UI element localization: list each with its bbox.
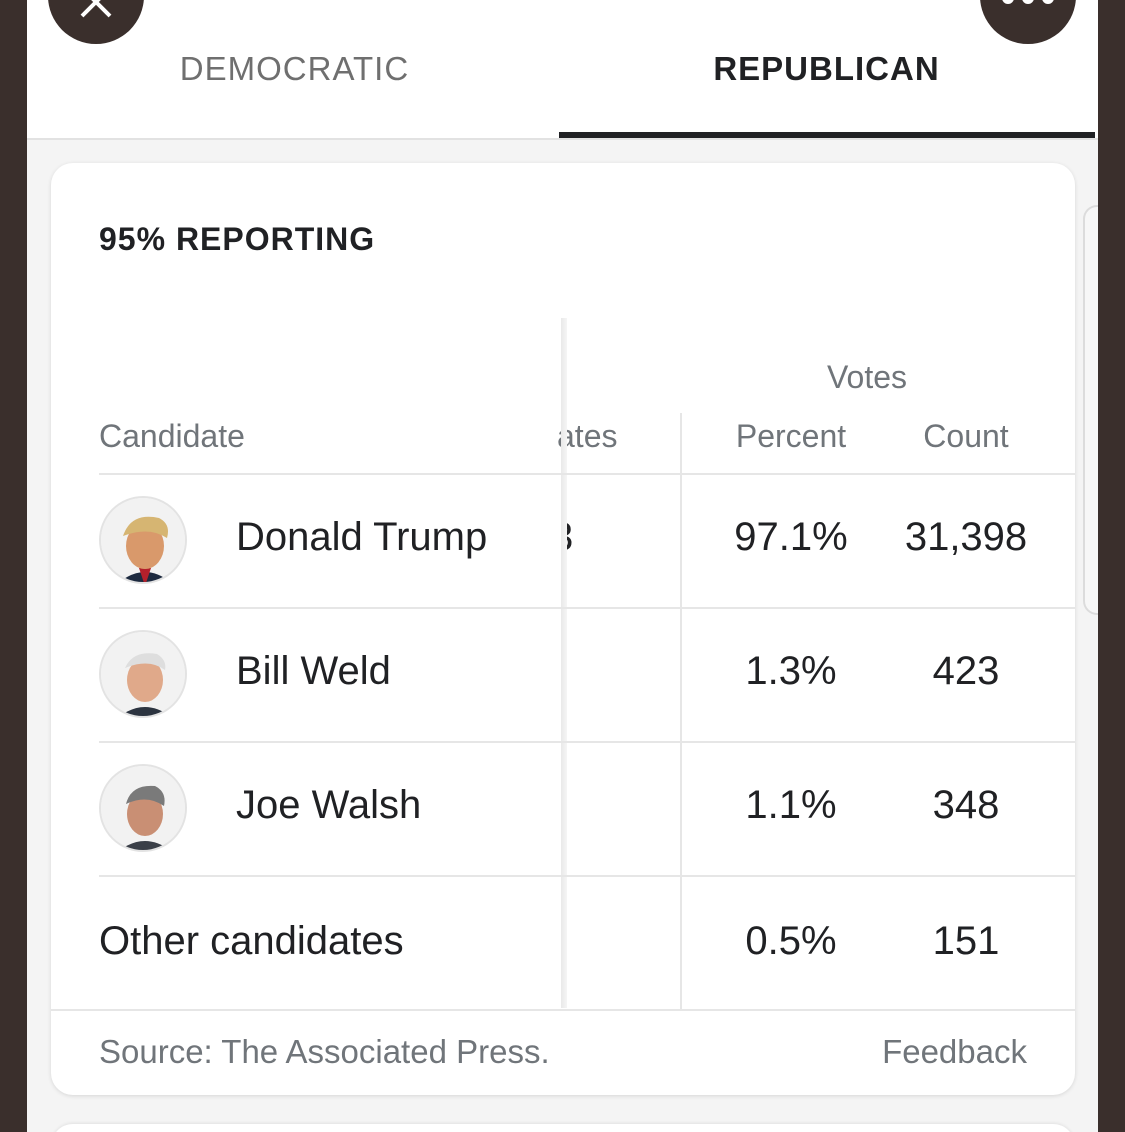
footer-divider	[51, 1009, 1075, 1011]
next-card	[51, 1124, 1075, 1132]
candidate-name: Joe Walsh	[236, 783, 422, 827]
vote-percent: 1.1%	[745, 783, 837, 827]
tab-democratic[interactable]: DEMOCRATIC	[179, 50, 410, 87]
votes-header: Votes	[826, 359, 908, 395]
table-row: Other candidates 0.5% 151	[51, 875, 1075, 1009]
vote-count: 348	[932, 783, 1000, 827]
sticky-column-shadow	[561, 318, 567, 1008]
column-header-count: Count	[923, 418, 1009, 454]
vote-percent: 1.3%	[745, 649, 837, 693]
vote-percent: 97.1%	[734, 515, 848, 559]
feedback-link[interactable]: Feedback	[882, 1033, 1027, 1070]
delegate-count: 3	[567, 515, 587, 560]
avatar	[99, 496, 187, 584]
row-divider	[99, 875, 1075, 877]
candidate-name: Bill Weld	[236, 649, 391, 693]
candidate-name: Donald Trump	[236, 515, 488, 559]
header-divider	[99, 473, 1075, 475]
vote-count: 423	[932, 649, 1000, 693]
party-tabs: DEMOCRATIC REPUBLICAN	[27, 0, 1098, 140]
more-horizontal-icon	[1002, 0, 1054, 4]
results-card: 95% REPORTING Votes Candidate ates Perce…	[51, 163, 1075, 1095]
column-divider	[680, 413, 682, 1009]
vote-percent: 0.5%	[745, 919, 837, 963]
vote-count: 31,398	[904, 515, 1028, 559]
source-attribution: Source: The Associated Press.	[99, 1033, 550, 1070]
other-candidates-label: Other candidates	[99, 919, 404, 963]
column-header-delegates: ates	[557, 418, 618, 454]
column-header-candidate: Candidate	[99, 418, 245, 454]
next-panel-edge[interactable]	[1083, 205, 1098, 615]
column-header-percent: Percent	[735, 418, 847, 454]
active-tab-indicator	[559, 132, 1095, 138]
table-row: Donald Trump 3 97.1% 31,398	[51, 473, 1075, 607]
table-row: Bill Weld 1.3% 423	[51, 607, 1075, 741]
avatar	[99, 630, 187, 718]
avatar	[99, 764, 187, 852]
table-row: Joe Walsh 1.1% 348	[51, 741, 1075, 875]
reporting-status: 95% REPORTING	[99, 221, 376, 257]
close-icon	[80, 0, 112, 18]
row-divider	[99, 607, 1075, 609]
vote-count: 151	[932, 919, 1000, 963]
row-divider	[99, 741, 1075, 743]
tab-republican[interactable]: REPUBLICAN	[713, 50, 940, 87]
app-frame: DEMOCRATIC REPUBLICAN 95% REPORTING Vote…	[27, 0, 1098, 1132]
